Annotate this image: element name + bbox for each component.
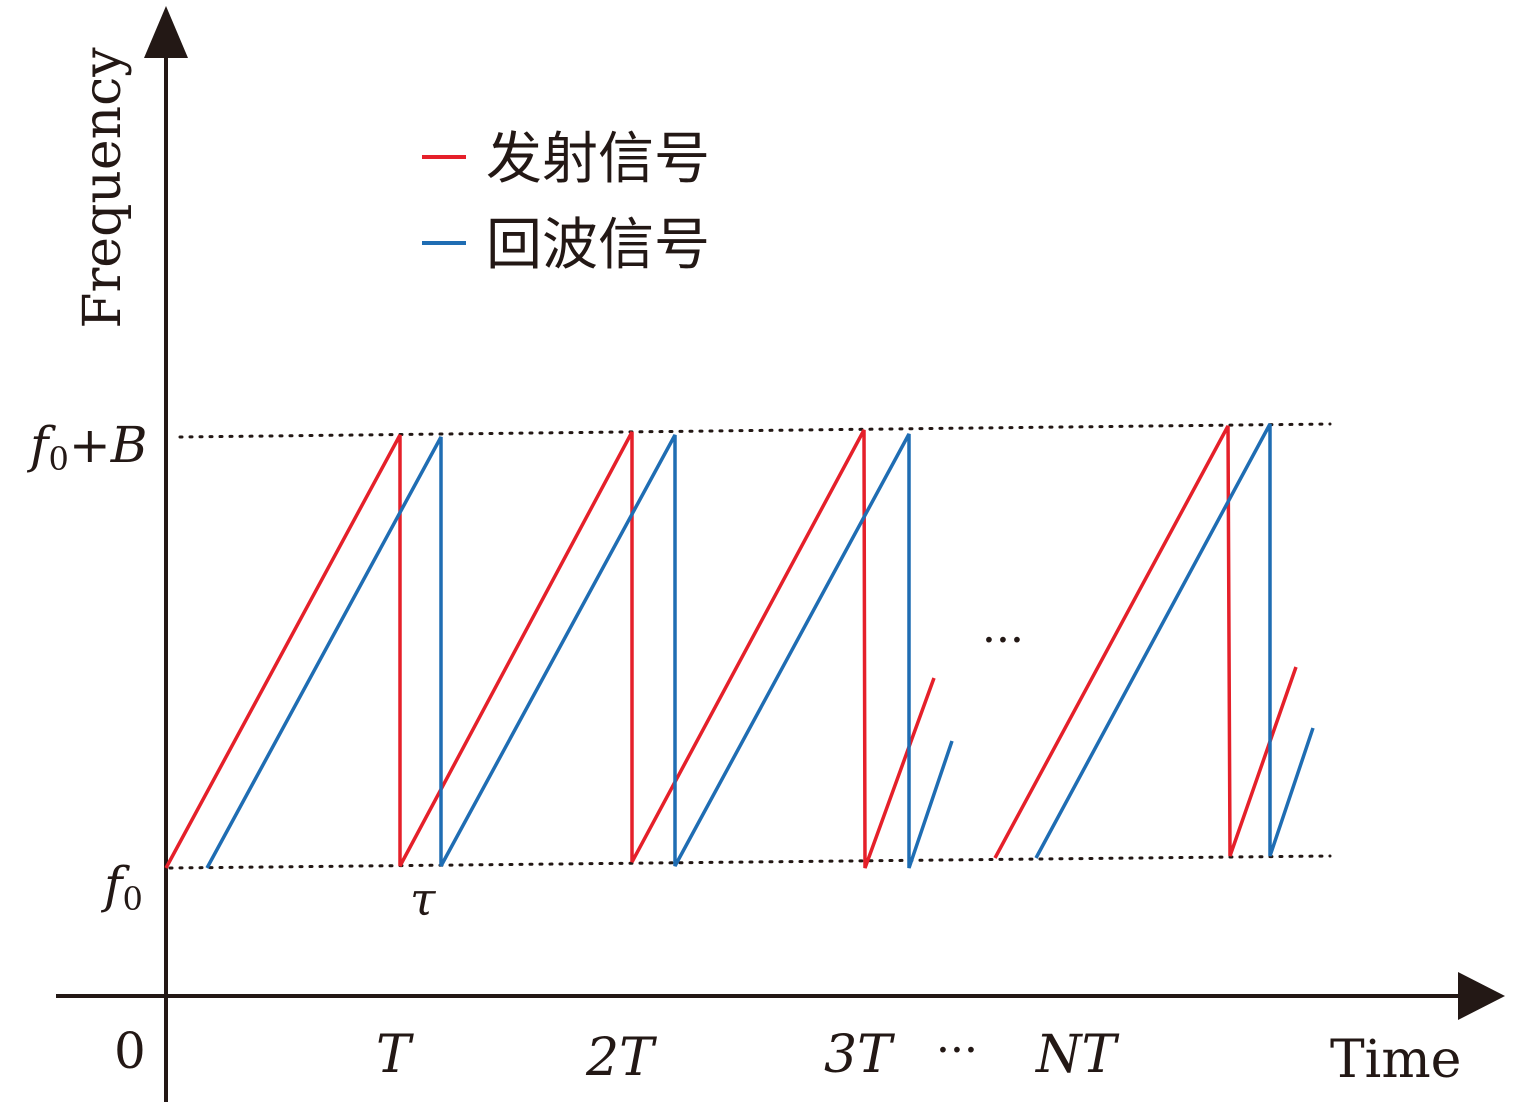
- echo-signal-1: [205, 433, 954, 869]
- legend: 发射信号 回波信号: [422, 127, 710, 278]
- x-tick-ellipsis: ···: [936, 1025, 978, 1076]
- x-axis-arrow: [1458, 972, 1505, 1020]
- transmit-signal-2: [993, 425, 1298, 859]
- x-tick-t: T: [376, 1025, 414, 1085]
- legend-label-transmit: 发射信号: [486, 127, 710, 192]
- dotted-line-top: [178, 422, 1332, 439]
- x-tick-nt: NT: [1034, 1025, 1120, 1085]
- echo-signal-2: [1034, 423, 1315, 859]
- y-tick-f0-plus-b: f0+B: [26, 416, 148, 478]
- x-tick-2t: 2T: [585, 1028, 657, 1088]
- transmit-signal-1: [164, 429, 936, 869]
- delay-label-tau: τ: [410, 872, 437, 926]
- x-tick-3t: 3T: [824, 1025, 895, 1085]
- legend-label-echo: 回波信号: [486, 213, 710, 278]
- y-axis-label: Frequency: [73, 47, 133, 329]
- y-tick-f0: f0: [100, 856, 143, 918]
- y-axis-arrow: [144, 6, 188, 58]
- origin-label: 0: [114, 1022, 146, 1080]
- x-axis-label: Time: [1330, 1030, 1461, 1090]
- ellipsis-mid: ···: [982, 615, 1024, 666]
- dotted-line-bottom: [168, 854, 1332, 870]
